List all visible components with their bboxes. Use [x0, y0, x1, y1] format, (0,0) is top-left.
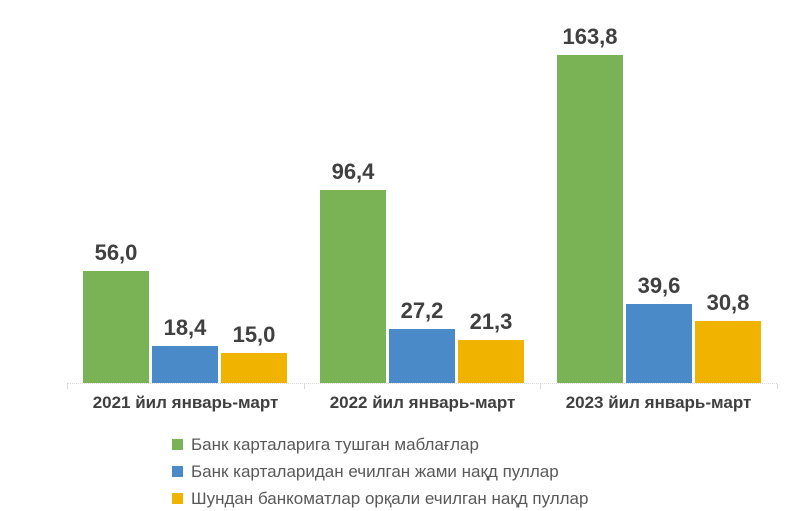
bar-cash-withdrawn-via-atm-2: [695, 321, 761, 383]
legend-swatch-yellow: [172, 493, 183, 504]
legend-item-cash-withdrawn-via-atm: Шундан банкоматлар орқали ечилган нақд п…: [172, 485, 588, 511]
legend-item-total-cash-withdrawn-from-cards: Банк карталаридан ечилган жами нақд пулл…: [172, 458, 588, 485]
value-label-funds-received-on-cards-2: 163,8: [562, 24, 618, 49]
bar-funds-received-on-cards-1: [320, 190, 386, 383]
legend-label: Банк карталаридан ечилган жами нақд пулл…: [191, 461, 559, 481]
value-label-funds-received-on-cards-1: 96,4: [331, 159, 375, 184]
bar-total-cash-withdrawn-from-cards-1: [389, 329, 455, 383]
category-label-2: 2023 йил январь-март: [565, 393, 752, 412]
category-label-0: 2021 йил январь-март: [92, 393, 279, 412]
value-label-total-cash-withdrawn-from-cards-1: 27,2: [400, 298, 444, 323]
x-axis-tick: [67, 384, 68, 389]
legend-label: Банк карталарига тушган маблағлар: [191, 434, 479, 454]
legend-item-funds-received-on-cards: Банк карталарига тушган маблағлар: [172, 431, 588, 458]
value-label-funds-received-on-cards-0: 56,0: [94, 240, 138, 265]
bar-cash-withdrawn-via-atm-1: [458, 340, 524, 383]
bar-funds-received-on-cards-2: [557, 55, 623, 383]
bar-total-cash-withdrawn-from-cards-0: [152, 346, 218, 383]
category-label-1: 2022 йил январь-март: [329, 393, 516, 412]
legend-swatch-blue: [172, 466, 183, 477]
x-axis-tick: [540, 384, 541, 389]
x-axis-tick: [304, 384, 305, 389]
bar-total-cash-withdrawn-from-cards-2: [626, 304, 692, 383]
legend-label: Шундан банкоматлар орқали ечилган нақд п…: [191, 488, 589, 508]
x-axis-tick: [777, 384, 778, 389]
x-axis-line: [67, 383, 777, 384]
value-label-total-cash-withdrawn-from-cards-0: 18,4: [163, 315, 207, 340]
value-label-total-cash-withdrawn-from-cards-2: 39,6: [637, 273, 681, 298]
legend: Банк карталарига тушган маблағлар Банк к…: [172, 431, 588, 511]
bar-cash-withdrawn-via-atm-0: [221, 353, 287, 383]
value-label-cash-withdrawn-via-atm-1: 21,3: [469, 309, 513, 334]
value-label-cash-withdrawn-via-atm-2: 30,8: [706, 290, 750, 315]
value-label-cash-withdrawn-via-atm-0: 15,0: [232, 322, 276, 347]
bar-funds-received-on-cards-0: [83, 271, 149, 383]
legend-swatch-green: [172, 439, 183, 450]
